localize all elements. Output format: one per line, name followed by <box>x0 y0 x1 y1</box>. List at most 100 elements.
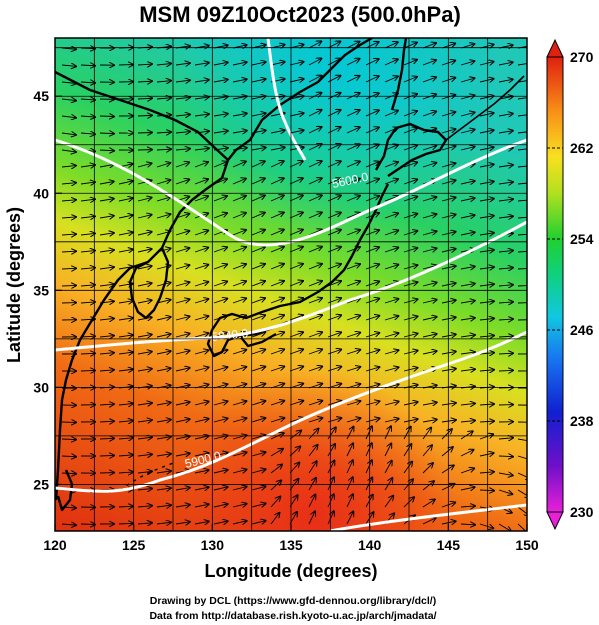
wind-arrow <box>251 401 265 406</box>
wind-arrow <box>251 247 265 253</box>
wind-arrow <box>479 336 494 337</box>
wind-arrow <box>232 298 246 304</box>
wind-arrow <box>479 62 494 65</box>
wind-arrow <box>498 216 513 218</box>
wind-arrow <box>403 197 417 202</box>
wind-arrow <box>460 487 475 490</box>
wind-arrow <box>365 264 379 270</box>
wind-arrow <box>137 334 152 337</box>
wind-arrow <box>232 487 247 490</box>
wind-arrow <box>137 437 152 439</box>
wind-arrow <box>479 79 494 82</box>
wind-arrow <box>80 65 95 66</box>
wind-arrow <box>251 315 265 321</box>
wind-arrow <box>422 463 433 474</box>
wind-arrow <box>384 461 392 474</box>
wind-arrow <box>194 114 209 116</box>
wind-arrow <box>175 214 189 219</box>
wind-arrow <box>61 99 76 101</box>
wind-arrow <box>156 98 171 99</box>
wind-arrow <box>232 418 246 423</box>
wind-arrow <box>365 59 379 66</box>
credit-data: Data from http://database.rish.kyoto-u.a… <box>149 610 436 622</box>
wind-arrow <box>251 130 266 133</box>
wind-arrow <box>517 251 527 252</box>
wind-arrow <box>99 353 114 354</box>
wind-arrow <box>365 247 379 253</box>
wind-arrow <box>270 161 284 168</box>
wind-arrow <box>137 454 152 456</box>
wind-arrow <box>460 506 475 507</box>
wind-arrow <box>308 495 315 508</box>
wind-arrow <box>460 112 475 116</box>
wind-arrow <box>156 402 171 405</box>
wind-arrow <box>194 453 209 456</box>
wind-arrow <box>422 146 436 151</box>
wind-arrow <box>251 281 265 287</box>
wind-arrow <box>118 455 133 456</box>
wind-arrow <box>327 511 334 525</box>
wind-arrow <box>251 521 266 524</box>
wind-arrow <box>498 131 513 133</box>
wind-arrow <box>308 41 321 49</box>
wind-arrow <box>365 162 379 168</box>
wind-arrow <box>498 285 513 286</box>
wind-arrow <box>80 165 95 167</box>
wind-arrow <box>403 179 417 185</box>
wind-arrow <box>517 302 527 303</box>
wind-arrow <box>61 133 76 135</box>
wind-arrow <box>498 302 513 303</box>
wind-arrow <box>156 300 171 303</box>
wind-arrow <box>479 130 494 133</box>
wind-arrow <box>156 149 171 150</box>
wind-arrow <box>498 456 513 457</box>
x-tick-label: 135 <box>279 537 303 553</box>
wind-arrow <box>498 336 513 337</box>
wind-arrow <box>213 62 228 65</box>
wind-arrow <box>308 445 318 457</box>
wind-arrow <box>194 148 209 150</box>
wind-arrow <box>517 63 527 65</box>
wind-arrow <box>289 298 303 304</box>
wind-arrow <box>137 283 152 286</box>
wind-arrow <box>232 401 246 406</box>
wind-arrow <box>251 504 266 507</box>
wind-arrow <box>118 421 133 422</box>
wind-arrow <box>156 488 171 490</box>
wind-arrow <box>479 353 494 354</box>
wind-arrow <box>517 183 527 184</box>
wind-arrow <box>61 166 76 167</box>
wind-arrow <box>61 200 76 201</box>
wind-arrow <box>403 77 417 83</box>
wind-arrow <box>61 116 76 118</box>
wind-arrow <box>479 301 494 303</box>
wind-arrow <box>365 230 379 236</box>
wind-arrow <box>365 350 379 355</box>
wind-arrow <box>365 127 379 134</box>
wind-arrow <box>80 233 95 235</box>
wind-arrow <box>346 264 360 270</box>
wind-arrow <box>422 43 436 49</box>
wind-arrow <box>422 317 437 320</box>
wind-arrow <box>365 401 379 405</box>
wind-arrow <box>346 42 359 49</box>
wind-arrow <box>61 150 76 152</box>
wind-arrow <box>175 522 190 524</box>
wind-arrow <box>289 212 303 219</box>
wind-arrow <box>175 248 189 253</box>
wind-arrow <box>156 197 170 202</box>
wind-arrow <box>403 248 417 253</box>
wind-arrow <box>308 281 322 287</box>
wind-arrow <box>479 370 494 371</box>
x-axis-ticks: 120 125 130 135 140 145 150 <box>43 524 539 553</box>
wind-arrow <box>232 350 246 355</box>
wind-arrow <box>460 431 473 440</box>
wind-arrow <box>251 79 266 82</box>
wind-arrow <box>270 464 282 474</box>
wind-arrow <box>517 114 527 116</box>
wind-arrow <box>61 507 76 508</box>
wind-arrow <box>61 524 76 525</box>
wind-arrow <box>346 144 360 151</box>
wind-arrow <box>327 494 334 508</box>
wind-arrow <box>460 266 475 269</box>
